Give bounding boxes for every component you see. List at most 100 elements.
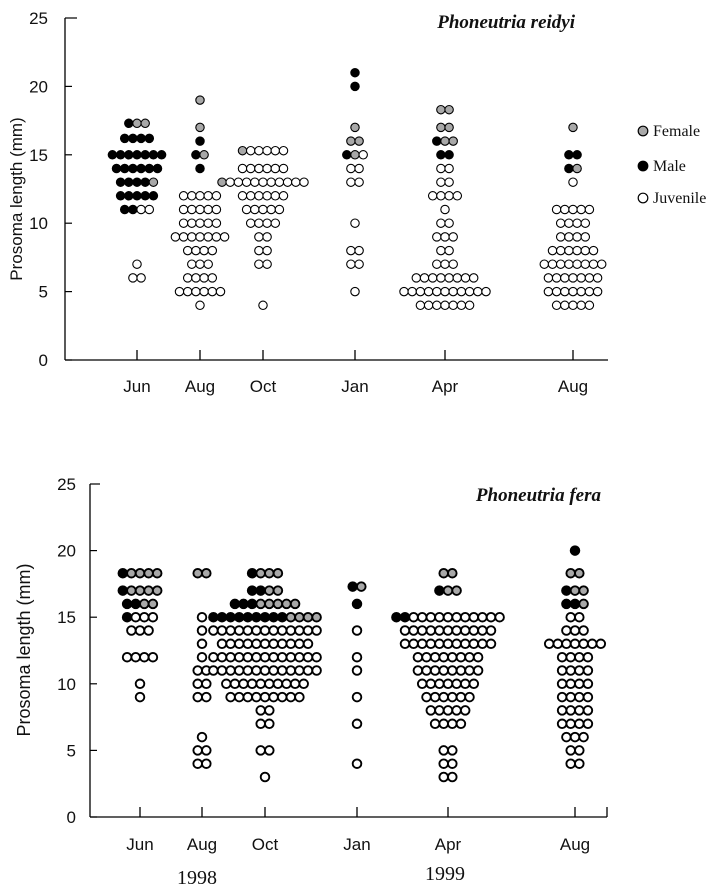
female-point-fera: [281, 598, 292, 610]
juvenile-point-fera: [294, 638, 305, 650]
juvenile-point-reidyi: [245, 163, 256, 174]
juvenile-point-reidyi: [207, 273, 218, 283]
female-point-fera: [143, 567, 154, 579]
female-point-fera: [438, 567, 449, 579]
female-point-fera: [264, 598, 275, 610]
juvenile-point-reidyi: [237, 163, 248, 174]
juvenile-point-reidyi: [448, 300, 458, 311]
juvenile-point-reidyi: [440, 259, 450, 269]
juvenile-point-reidyi: [350, 286, 360, 297]
female-point-fera: [447, 567, 458, 579]
juvenile-point-fera: [455, 691, 467, 703]
juvenile-point-reidyi: [572, 232, 582, 242]
juvenile-point-reidyi: [440, 204, 450, 215]
male-point-reidyi: [436, 150, 446, 160]
juvenile-point-reidyi: [278, 163, 289, 174]
juvenile-point-reidyi: [436, 273, 446, 283]
juvenile-point-fera: [416, 625, 428, 636]
juvenile-point-fera: [147, 651, 159, 663]
juvenile-point-fera: [494, 611, 505, 623]
juvenile-point-fera: [408, 638, 419, 650]
juvenile-point-fera: [121, 651, 133, 663]
male-point-reidyi: [444, 150, 454, 160]
female-point-reidyi: [195, 122, 205, 133]
female-point-reidyi: [132, 118, 142, 129]
panel-reidyi: Phoneutria reidyi Prosoma length (mm) Fe…: [7, 9, 706, 396]
female-point-fera: [565, 567, 576, 579]
juvenile-point-fera: [216, 638, 228, 650]
juvenile-point-reidyi: [195, 259, 205, 269]
juvenile-point-reidyi: [464, 300, 475, 311]
juvenile-point-fera: [351, 691, 363, 703]
male-point-reidyi: [191, 150, 201, 160]
juvenile-point-reidyi: [399, 286, 409, 297]
juvenile-point-reidyi: [551, 286, 562, 297]
juvenile-point-reidyi: [225, 177, 235, 187]
juvenile-point-fera: [225, 691, 236, 703]
juvenile-point-reidyi: [555, 245, 566, 256]
chart-title-reidyi: Phoneutria reidyi: [436, 12, 575, 33]
juvenile-point-reidyi: [460, 273, 471, 283]
juvenile-point-reidyi: [241, 204, 252, 215]
juvenile-point-fera: [421, 651, 432, 663]
juvenile-point-fera: [574, 745, 585, 756]
juvenile-point-fera: [311, 651, 322, 663]
juvenile-point-fera: [429, 691, 441, 703]
male-point-fera: [130, 598, 141, 610]
juvenile-point-reidyi: [358, 150, 368, 160]
male-point-reidyi: [195, 163, 205, 174]
juvenile-point-fera: [216, 665, 228, 676]
juvenile-point-fera: [561, 638, 572, 650]
juvenile-point-reidyi: [547, 245, 558, 256]
juvenile-point-fera: [556, 665, 568, 676]
male-point-fera: [117, 567, 129, 579]
juvenile-point-fera: [565, 611, 576, 623]
juvenile-point-reidyi: [440, 286, 450, 297]
juvenile-point-fera: [196, 611, 208, 623]
juvenile-point-fera: [251, 665, 262, 676]
juvenile-point-fera: [565, 691, 576, 703]
juvenile-point-fera: [425, 625, 437, 636]
male-point-fera: [561, 585, 572, 596]
juvenile-point-reidyi: [128, 273, 138, 283]
male-point-fera: [117, 585, 129, 596]
juvenile-point-reidyi: [444, 273, 454, 283]
juvenile-point-fera: [143, 625, 154, 636]
juvenile-point-reidyi: [473, 286, 483, 297]
x-tick-label-fera: Oct: [252, 835, 279, 854]
juvenile-point-reidyi: [187, 218, 197, 228]
juvenile-point-reidyi: [354, 163, 364, 174]
juvenile-point-fera: [569, 625, 581, 636]
y-tick-label-reidyi: 0: [39, 351, 48, 370]
female-point-fera: [255, 567, 266, 579]
male-point-reidyi: [144, 163, 155, 174]
juvenile-point-reidyi: [464, 286, 475, 297]
x-tick-label-reidyi: Apr: [432, 377, 459, 396]
juvenile-point-fera: [276, 691, 288, 703]
juvenile-point-reidyi: [444, 191, 454, 201]
juvenile-point-fera: [455, 651, 467, 663]
juvenile-point-reidyi: [278, 191, 289, 201]
male-point-fera: [229, 598, 241, 610]
juvenile-point-fera: [485, 611, 497, 623]
juvenile-point-reidyi: [436, 177, 446, 187]
juvenile-point-fera: [294, 665, 305, 676]
juvenile-point-fera: [285, 691, 297, 703]
juvenile-point-fera: [451, 625, 462, 636]
juvenile-point-fera: [251, 651, 262, 663]
female-point-reidyi: [444, 104, 454, 115]
juvenile-point-fera: [442, 611, 454, 623]
juvenile-point-reidyi: [564, 259, 574, 269]
male-point-fera: [399, 611, 411, 623]
juvenile-point-reidyi: [588, 259, 599, 269]
y-tick-label-fera: 5: [67, 741, 76, 760]
juvenile-point-reidyi: [203, 232, 213, 242]
juvenile-point-reidyi: [346, 259, 356, 269]
juvenile-point-reidyi: [270, 218, 281, 228]
juvenile-point-fera: [582, 718, 594, 730]
juvenile-point-fera: [477, 611, 488, 623]
female-point-fera: [285, 611, 297, 623]
juvenile-point-fera: [134, 691, 146, 703]
female-point-reidyi: [350, 122, 360, 133]
